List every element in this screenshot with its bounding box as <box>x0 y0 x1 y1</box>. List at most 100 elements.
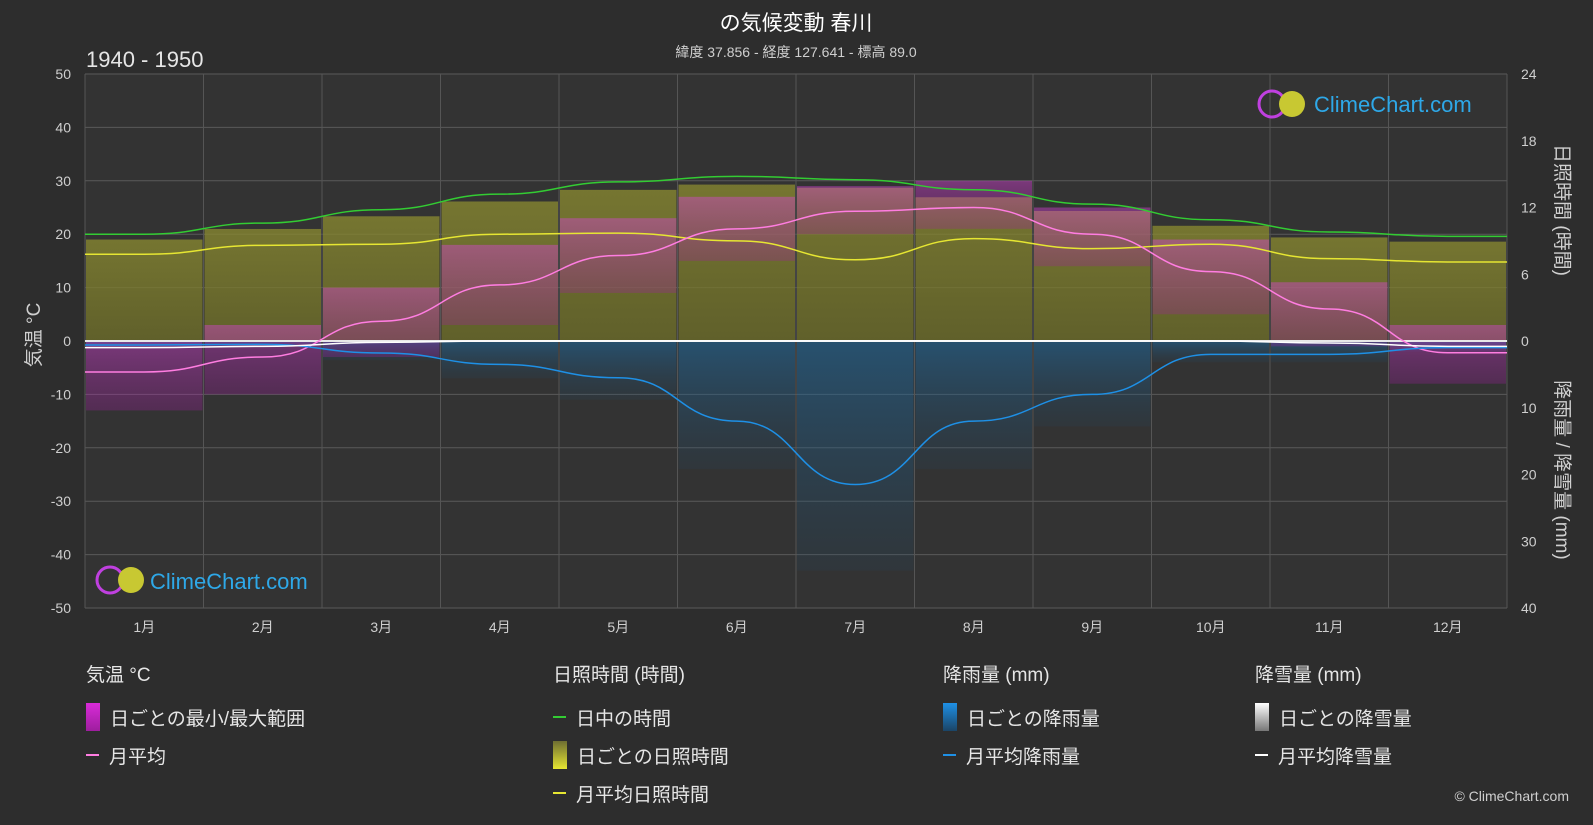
left-tick-label: 20 <box>55 226 71 242</box>
daily-rain-band <box>678 341 795 470</box>
legend-item: 日ごとの最小/最大範囲 <box>86 698 305 736</box>
logo-sun-icon <box>118 567 144 593</box>
month-tick-label: 8月 <box>963 619 985 635</box>
series-line <box>84 206 1507 373</box>
left-tick-label: 30 <box>55 173 71 189</box>
right-bottom-tick-label: 40 <box>1521 600 1537 616</box>
legend-label: 日ごとの降雨量 <box>967 708 1100 730</box>
month-tick-label: 9月 <box>1081 619 1103 635</box>
right-bottom-axis-label: 降雨量 / 降雪量 (mm) <box>1551 380 1573 559</box>
left-tick-label: 50 <box>55 66 71 82</box>
month-tick-label: 10月 <box>1196 619 1226 635</box>
left-tick-label: -30 <box>51 493 71 509</box>
month-tick-label: 6月 <box>726 619 748 635</box>
legend-label: 日ごとの降雪量 <box>1279 708 1412 730</box>
month-tick-label: 3月 <box>370 619 392 635</box>
daily-temp-range <box>915 180 1032 229</box>
legend-label: 月平均日照時間 <box>576 784 710 806</box>
legend-item: 月平均 <box>86 736 305 774</box>
legend-title: 日照時間 (時間) <box>553 665 685 686</box>
left-tick-label: 0 <box>63 333 71 349</box>
legend-item: 月平均降雨量 <box>943 736 1100 774</box>
left-tick-label: -50 <box>51 600 71 616</box>
legend-label: 日ごとの最小/最大範囲 <box>110 708 306 730</box>
legend-snow: 降雪量 (mm) 日ごとの降雪量 月平均降雪量 <box>1255 660 1412 774</box>
series-line <box>85 175 1507 238</box>
logo-bottom: ClimeChart.com <box>95 565 308 595</box>
right-top-tick-label: 12 <box>1521 200 1537 216</box>
left-tick-label: 40 <box>55 119 71 135</box>
daily-temp-range <box>323 287 440 358</box>
daily-rain-band <box>1034 341 1151 427</box>
month-tick-label: 2月 <box>252 619 274 635</box>
legend-label: 月平均 <box>109 746 167 768</box>
series-line <box>85 232 1507 263</box>
legend-label: 月平均降雨量 <box>966 746 1081 768</box>
right-bottom-tick-label: 10 <box>1521 400 1537 416</box>
month-tick-label: 1月 <box>133 619 155 635</box>
daily-temp-range <box>1152 239 1269 315</box>
swatch-snow-mean <box>1255 754 1268 756</box>
legend-title: 降雪量 (mm) <box>1255 665 1362 686</box>
daily-sun-band <box>86 239 203 341</box>
legend-sun: 日照時間 (時間) 日中の時間 日ごとの日照時間 月平均日照時間 <box>553 660 729 812</box>
legend-temp: 気温 °C 日ごとの最小/最大範囲 月平均 <box>86 660 305 774</box>
legend-label: 月平均降雪量 <box>1278 746 1393 768</box>
logo-top: ClimeChart.com <box>1257 89 1472 119</box>
left-tick-label: 10 <box>55 280 71 296</box>
swatch-daily-rain <box>943 703 957 731</box>
daily-rain-band <box>1152 341 1269 363</box>
series-lines <box>84 175 1507 486</box>
swatch-rain-mean <box>943 754 956 756</box>
month-tick-label: 7月 <box>844 619 866 635</box>
daily-rain-band <box>560 341 677 400</box>
copyright: © ClimeChart.com <box>1454 788 1569 804</box>
period-label: 1940 - 1950 <box>86 47 203 72</box>
right-top-tick-label: 6 <box>1521 266 1529 282</box>
logo-sun-icon <box>1279 91 1305 117</box>
right-bottom-tick-label: 20 <box>1521 467 1537 483</box>
left-tick-label: -20 <box>51 440 71 456</box>
logo-text-top: ClimeChart.com <box>1314 92 1472 117</box>
month-tick-label: 11月 <box>1315 619 1344 635</box>
swatch-daily-sun <box>553 741 567 769</box>
legend-item: 日中の時間 <box>553 698 729 736</box>
right-top-tick-label: 24 <box>1521 66 1537 82</box>
daily-sun-band <box>1389 241 1506 341</box>
daily-temp-range <box>1389 324 1506 384</box>
chart-subtitle: 緯度 37.856 - 経度 127.641 - 標高 89.0 <box>675 44 916 60</box>
logo-text-bottom: ClimeChart.com <box>150 569 308 594</box>
axis-ticks: 50 40 30 20 10 0 -10 -20 -30 -40 -50 24 18 12 6 0 10 20 30… <box>51 66 1537 635</box>
swatch-temp-mean <box>86 754 99 756</box>
legend-item: 日ごとの降雪量 <box>1255 698 1412 736</box>
daily-rain-band <box>915 341 1032 470</box>
month-tick-label: 4月 <box>489 619 511 635</box>
legend-title: 降雨量 (mm) <box>943 665 1050 686</box>
chart-title: の気候変動 春川 <box>720 12 873 35</box>
climate-chart: の気候変動 春川 緯度 37.856 - 経度 127.641 - 標高 89.… <box>23 12 1573 635</box>
right-top-tick-label: 0 <box>1521 333 1529 349</box>
series-line <box>85 340 1507 349</box>
right-top-tick-label: 18 <box>1521 133 1537 149</box>
left-tick-label: -10 <box>51 386 71 402</box>
swatch-daylight <box>553 716 566 718</box>
legend-label: 日中の時間 <box>576 708 672 730</box>
daily-temp-range <box>1034 207 1151 267</box>
legend-item: 月平均日照時間 <box>553 774 729 812</box>
swatch-sun-mean <box>553 792 566 794</box>
left-axis-label: 気温 °C <box>23 303 45 368</box>
daily-temp-range <box>86 341 203 411</box>
legend-item: 日ごとの日照時間 <box>553 736 729 774</box>
legend-rain: 降雨量 (mm) 日ごとの降雨量 月平均降雨量 <box>943 660 1100 774</box>
legend-label: 日ごとの日照時間 <box>577 746 729 768</box>
right-top-axis-label: 日照時間 (時間) <box>1551 144 1573 276</box>
daily-rain-band <box>441 341 558 379</box>
daily-rain-band <box>797 341 914 571</box>
swatch-temp-range <box>86 703 100 731</box>
right-bottom-tick-label: 30 <box>1521 533 1537 549</box>
legend-item: 日ごとの降雨量 <box>943 698 1100 736</box>
left-tick-label: -40 <box>51 547 71 563</box>
legend-item: 月平均降雪量 <box>1255 736 1412 774</box>
series-line <box>84 343 1507 486</box>
daily-temp-range <box>1271 282 1388 347</box>
